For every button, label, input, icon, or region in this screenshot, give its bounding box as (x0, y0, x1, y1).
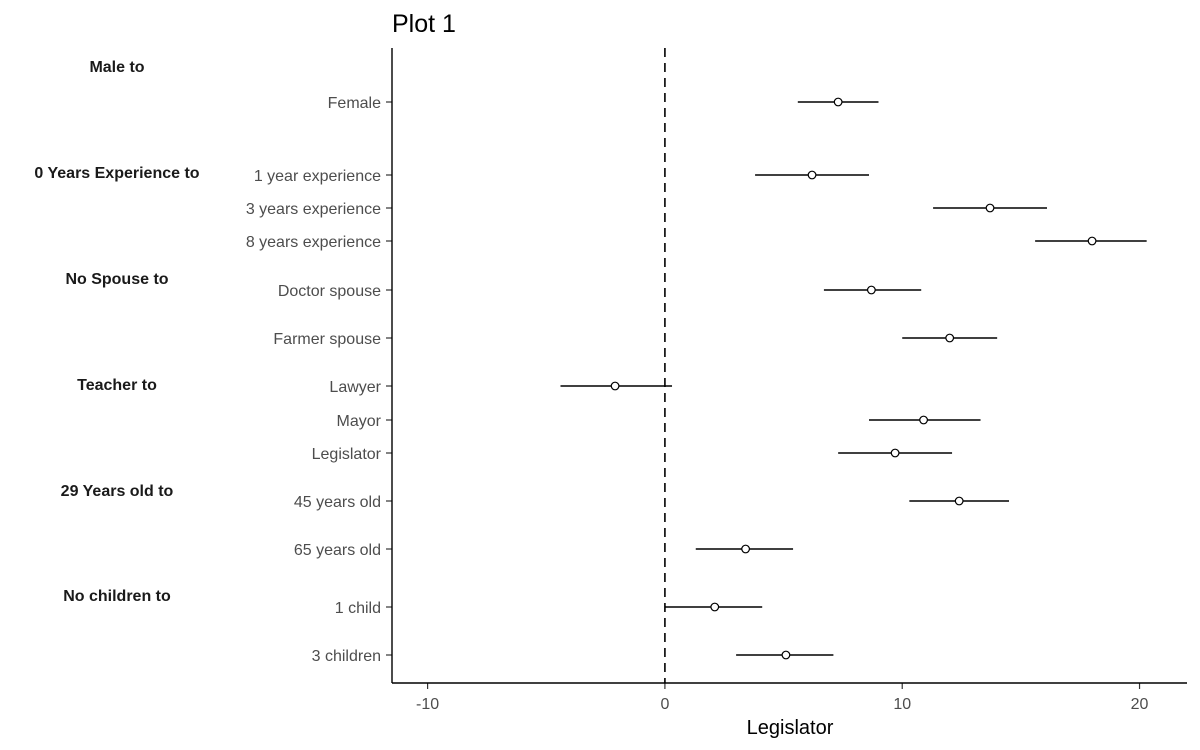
y-tick-label: 1 year experience (254, 168, 381, 185)
chart-title: Plot 1 (392, 10, 456, 38)
group-label: No children to (63, 588, 171, 605)
point-estimate (985, 203, 995, 213)
point-markers (610, 97, 1097, 660)
x-axis-label: Legislator (747, 717, 834, 739)
y-tick-label: Legislator (312, 446, 382, 463)
point-estimate (945, 333, 955, 343)
y-axis-ticks: Female 1 year experience 3 years experienc… (246, 95, 392, 665)
y-tick-label: Farmer spouse (273, 331, 381, 348)
y-tick-label: Lawyer (329, 379, 381, 396)
y-tick-label: 65 years old (294, 542, 381, 559)
y-tick-label: 1 child (335, 600, 381, 617)
group-label: 29 Years old to (61, 483, 174, 500)
error-bars (560, 101, 1147, 656)
group-label: No Spouse to (65, 271, 168, 288)
group-label: 0 Years Experience to (34, 165, 199, 182)
point-estimate (866, 285, 876, 295)
x-tick-label: 20 (1131, 696, 1149, 713)
point-estimate (610, 381, 620, 391)
point-estimate (954, 496, 964, 506)
y-tick-label: Mayor (337, 413, 382, 430)
point-estimate (890, 448, 900, 458)
y-tick-label: 8 years experience (246, 234, 381, 251)
y-tick-label: Doctor spouse (278, 283, 381, 300)
group-label: Teacher to (77, 377, 157, 394)
point-estimate (710, 602, 720, 612)
group-labels: Male to 0 Years Experience to No Spouse to… (34, 59, 199, 605)
x-tick-label: 10 (893, 696, 911, 713)
group-label: Male to (89, 59, 144, 76)
point-estimate (741, 544, 750, 554)
point-estimate (781, 650, 791, 660)
y-tick-label: 3 children (312, 648, 381, 665)
point-estimate (807, 170, 817, 180)
y-tick-label: 3 years experience (246, 201, 381, 218)
x-tick-label: 0 (660, 696, 669, 713)
x-tick-label: -10 (416, 696, 439, 713)
point-estimate (919, 415, 928, 425)
x-axis-ticks: -10 0 10 20 (416, 683, 1149, 713)
y-tick-label: Female (328, 95, 381, 112)
point-estimate (833, 97, 843, 107)
point-estimate (1087, 236, 1097, 246)
y-tick-label: 45 years old (294, 494, 381, 511)
